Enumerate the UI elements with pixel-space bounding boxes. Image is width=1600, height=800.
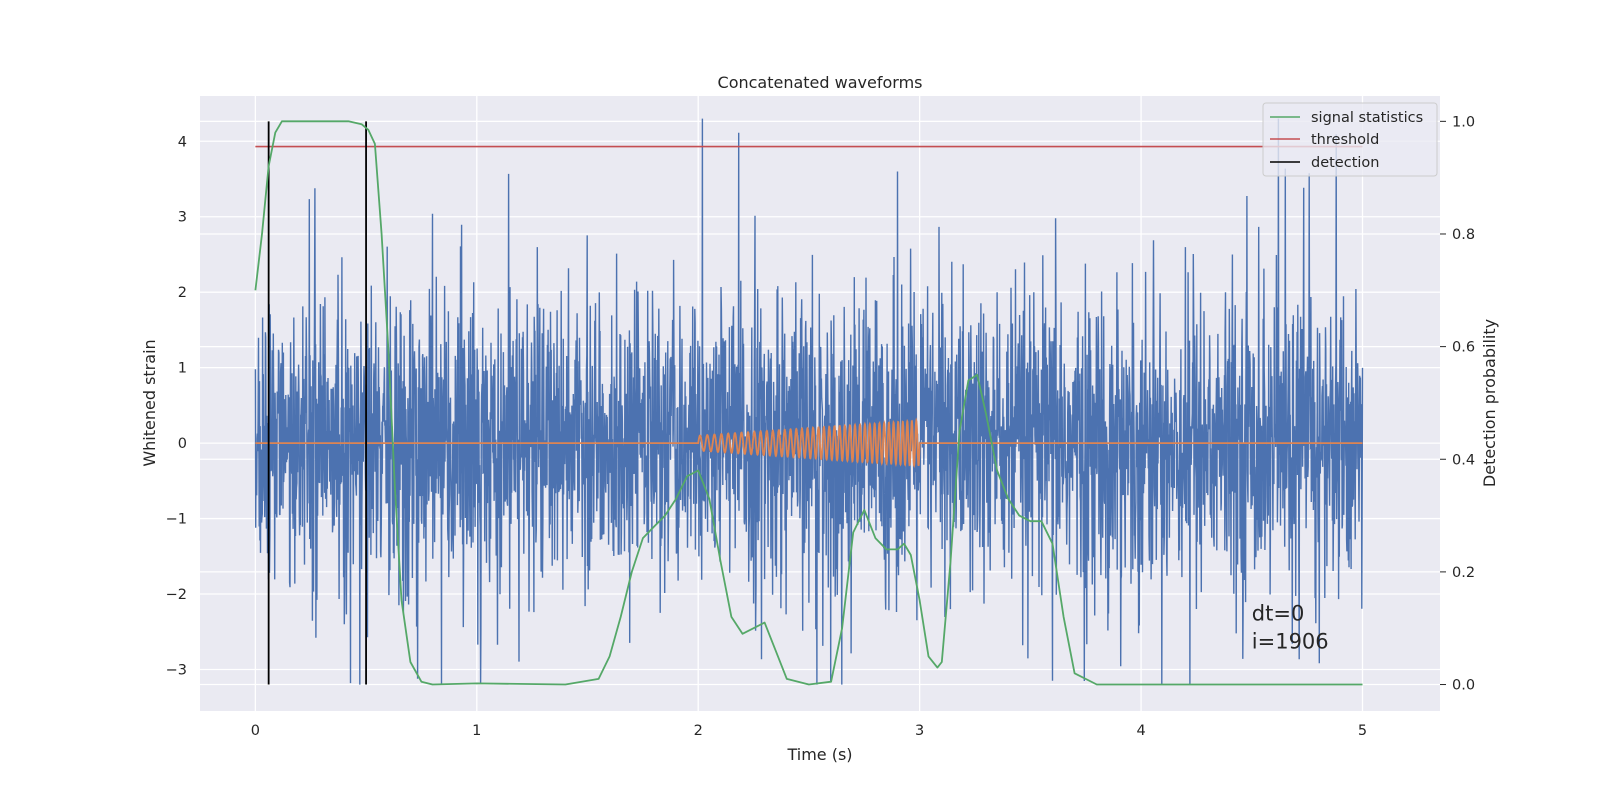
- y2-tick-label: 0.4: [1452, 452, 1475, 468]
- signal-statistics-series: [254, 120, 1363, 686]
- x-tick-label: 2: [694, 723, 703, 739]
- y-tick-label: −3: [166, 662, 187, 678]
- legend-label-threshold: threshold: [1311, 132, 1379, 148]
- y2-axis-title: Detection probability: [1480, 319, 1499, 487]
- x-tick-label: 5: [1358, 723, 1367, 739]
- x-tick-label: 0: [251, 723, 260, 739]
- y-axis: −3 −2 −1 0 1 2 3 4: [166, 134, 187, 678]
- y2-tick-label: 0.6: [1452, 340, 1475, 356]
- noise-line: [254, 118, 1364, 685]
- y-axis-title: Whitened strain: [140, 339, 159, 466]
- legend-label-detection: detection: [1311, 155, 1379, 171]
- chart-title: Concatenated waveforms: [718, 73, 923, 92]
- annotation-i: i=1906: [1252, 629, 1329, 653]
- legend-label-signal-statistics: signal statistics: [1311, 110, 1423, 126]
- y2-axis: 0.0 0.2 0.4 0.6 0.8 1.0: [1440, 114, 1475, 694]
- y2-tick-label: 0.8: [1452, 227, 1475, 243]
- chirp-series: [255, 417, 1363, 468]
- legend-box: [1262, 102, 1438, 177]
- y2-tick-label: 0.0: [1452, 678, 1475, 694]
- x-tick-label: 1: [472, 723, 481, 739]
- noise-series: [254, 118, 1364, 685]
- y-tick-label: 4: [178, 134, 187, 150]
- x-axis-title: Time (s): [786, 745, 852, 764]
- y-tick-label: 1: [178, 361, 187, 377]
- x-tick-label: 4: [1136, 723, 1145, 739]
- y2-tick-label: 1.0: [1452, 114, 1475, 130]
- signal-statistics-line: [254, 120, 1363, 686]
- x-axis: 0 1 2 3 4 5: [251, 723, 1367, 739]
- x-tick-label: 3: [915, 723, 924, 739]
- y2-tick-label: 0.2: [1452, 565, 1475, 581]
- chirp-line: [255, 417, 1363, 468]
- legend: signal statistics threshold detection: [1262, 102, 1438, 177]
- annotation-dt: dt=0: [1252, 601, 1305, 625]
- y-tick-label: −2: [166, 587, 187, 603]
- y-tick-label: 3: [178, 210, 187, 226]
- y-tick-label: −1: [166, 512, 187, 528]
- y-tick-label: 2: [178, 285, 187, 301]
- y-tick-label: 0: [178, 436, 187, 452]
- detection-lines: [267, 121, 367, 685]
